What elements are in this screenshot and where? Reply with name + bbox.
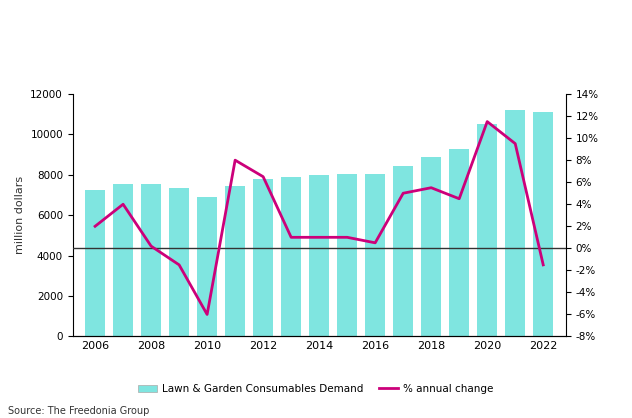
Bar — [225, 186, 245, 336]
Bar — [141, 184, 161, 336]
Bar — [421, 157, 441, 336]
% annual change — [483, 119, 491, 124]
% annual change — [343, 235, 351, 240]
% annual change — [511, 141, 519, 146]
% annual change — [259, 174, 267, 179]
Text: (million dollars): (million dollars) — [8, 77, 112, 90]
Bar — [85, 190, 105, 336]
Bar — [393, 166, 413, 336]
Legend: Lawn & Garden Consumables Demand, % annual change: Lawn & Garden Consumables Demand, % annu… — [134, 380, 498, 398]
% annual change — [315, 235, 323, 240]
Bar — [337, 174, 357, 336]
Bar — [197, 197, 217, 336]
% annual change — [231, 158, 239, 163]
Line: % annual change: % annual change — [95, 122, 544, 314]
% annual change — [147, 244, 155, 249]
Text: Lawn & Garden Consumables Demand,: Lawn & Garden Consumables Demand, — [8, 33, 265, 46]
Bar — [169, 188, 189, 336]
Bar — [113, 184, 133, 336]
Text: Group: Group — [483, 129, 507, 138]
Bar — [253, 179, 273, 336]
% annual change — [399, 191, 407, 196]
Bar — [449, 148, 470, 336]
% annual change — [427, 185, 435, 190]
% annual change — [119, 202, 127, 207]
Bar — [446, 112, 477, 123]
% annual change — [175, 263, 183, 268]
Bar — [365, 174, 386, 336]
Text: 2006 – 2022: 2006 – 2022 — [8, 54, 87, 67]
% annual change — [372, 240, 379, 245]
% annual change — [540, 263, 547, 268]
Bar — [505, 110, 525, 336]
Text: Source: The Freedonia Group: Source: The Freedonia Group — [8, 406, 149, 416]
Text: Freedonia: Freedonia — [483, 111, 542, 121]
Bar — [446, 126, 469, 138]
Y-axis label: million dollars: million dollars — [15, 176, 25, 254]
Bar — [309, 175, 329, 336]
Bar — [533, 112, 553, 336]
Text: Figure 3-1.: Figure 3-1. — [8, 11, 80, 24]
% annual change — [204, 312, 211, 317]
Bar — [281, 177, 301, 336]
% annual change — [91, 224, 99, 229]
% annual change — [456, 196, 463, 201]
% annual change — [288, 235, 295, 240]
Bar — [477, 125, 497, 336]
